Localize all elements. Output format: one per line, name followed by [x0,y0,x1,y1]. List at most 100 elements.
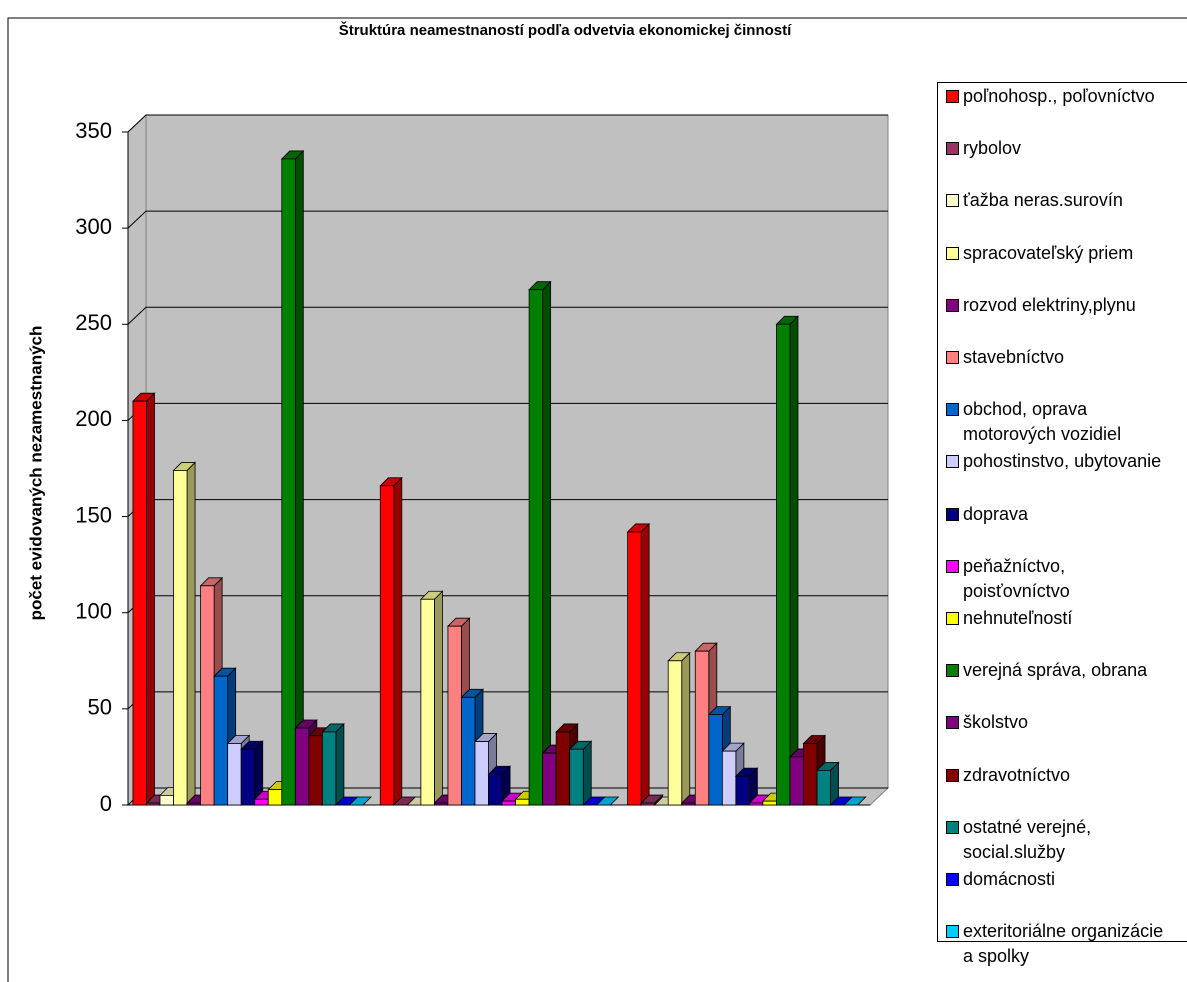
legend-label: exteritoriálne organizácie a spolky [963,921,1164,967]
bar-front [748,802,764,806]
bar-front [200,585,215,806]
bar-side [434,590,443,806]
bar-front [379,485,395,806]
bar [280,149,305,806]
legend-item: stavebníctvo [946,345,1176,370]
bar-front [321,731,337,806]
bar-front [474,741,489,806]
legend-item: poľnohosp., poľovníctvo [946,84,1176,109]
y-tick-label: 200 [75,406,112,431]
chart-title: Štruktúra neamestnaností podľa odvetvia … [339,21,792,39]
legend-swatch [946,925,959,939]
legend-swatch [946,507,959,521]
bar-front [294,727,310,806]
bar [419,590,444,806]
bar-front [776,323,791,806]
legend-item: ťažba neras.surovín [946,188,1176,213]
bar-front [159,794,174,806]
legend-label: doprava [963,503,1029,524]
legend-item: rybolov [946,136,1176,161]
bar [626,522,651,806]
legend-label: pohostinstvo, ubytovanie [963,451,1162,472]
legend-label: rozvod elektriny,plynu [963,294,1136,315]
legend-item: exteritoriálne organizácie a spolky [946,919,1176,969]
legend-label: školstvo [963,712,1029,733]
legend-swatch [946,559,959,573]
bar [595,796,620,806]
bar-front [735,775,750,806]
bar-side [186,461,196,806]
legend-label: obchod, oprava motorových vozidiel [963,399,1122,445]
legend-swatch [946,298,959,312]
legend-swatch [946,612,959,625]
legend-label: domácnosti [963,869,1056,889]
bar-front [146,802,161,806]
y-axis-label: počet evidovaných nezamestnaných [26,326,45,621]
bar-front [762,800,777,806]
bar-side [335,722,345,806]
bar-front [803,743,818,806]
bar [487,765,512,806]
bar-top [348,796,372,806]
legend-swatch [946,90,959,103]
bar-front [173,470,188,806]
bar [568,740,593,806]
bar-front [681,802,696,806]
bar [240,740,264,806]
bar [379,476,403,806]
bar-front [308,735,323,806]
legend-swatch [946,716,959,730]
bar-front [721,750,737,806]
bar-front [447,625,462,806]
legend-label: ťažba neras.surovín [963,190,1123,211]
legend-item: školstvo [946,710,1176,735]
bar-front [501,800,516,806]
legend-swatch [946,194,959,208]
y-tick-label: 100 [75,599,112,624]
legend-item: spracovateľský priem [946,241,1176,266]
legend-swatch [946,664,959,678]
grid-line [127,210,888,229]
grid-line [127,306,888,325]
bar [667,651,691,806]
grid-line [127,114,888,133]
legend-label: stavebníctvo [963,347,1065,367]
legend-item: verejná správa, obrana [946,658,1176,683]
legend-item: nehnuteľností [946,606,1176,631]
bar-front [708,714,723,806]
bar [843,796,867,806]
legend-swatch [946,820,959,834]
bar [172,461,197,806]
bar-front [186,802,201,806]
y-tick-label: 350 [75,118,112,143]
legend: poľnohosp., poľovníctvo rybolov ťažba nera… [937,82,1187,966]
legend-label: zdravotníctvo [963,764,1071,785]
legend-swatch [946,873,959,886]
bar-front [488,773,503,806]
bar-top [843,796,867,806]
bar-side [294,149,304,806]
y-tick-label: 250 [75,310,112,335]
legend-item: pohostinstvo, ubytovanie [946,449,1176,474]
legend-swatch [946,768,959,782]
bar-side [393,476,403,806]
bar [348,796,372,806]
legend-item: domácnosti [946,867,1176,892]
y-tick-label: 50 [88,695,112,720]
bar [321,722,345,806]
legend-item: rozvod elektriny,plynu [946,293,1176,318]
y-tick-label: 150 [75,502,112,527]
bar-front [640,802,656,806]
y-tick-label: 0 [100,791,112,816]
legend-item: doprava [946,502,1176,527]
legend-item: obchod, oprava motorových vozidiel [946,397,1176,447]
bar-front [240,748,256,806]
bar-front [528,289,544,806]
bar-front [267,789,283,806]
bar [474,732,498,806]
legend-swatch [946,403,959,417]
bar-front [667,660,683,806]
bar-front [434,802,449,806]
bar-side [542,280,552,806]
